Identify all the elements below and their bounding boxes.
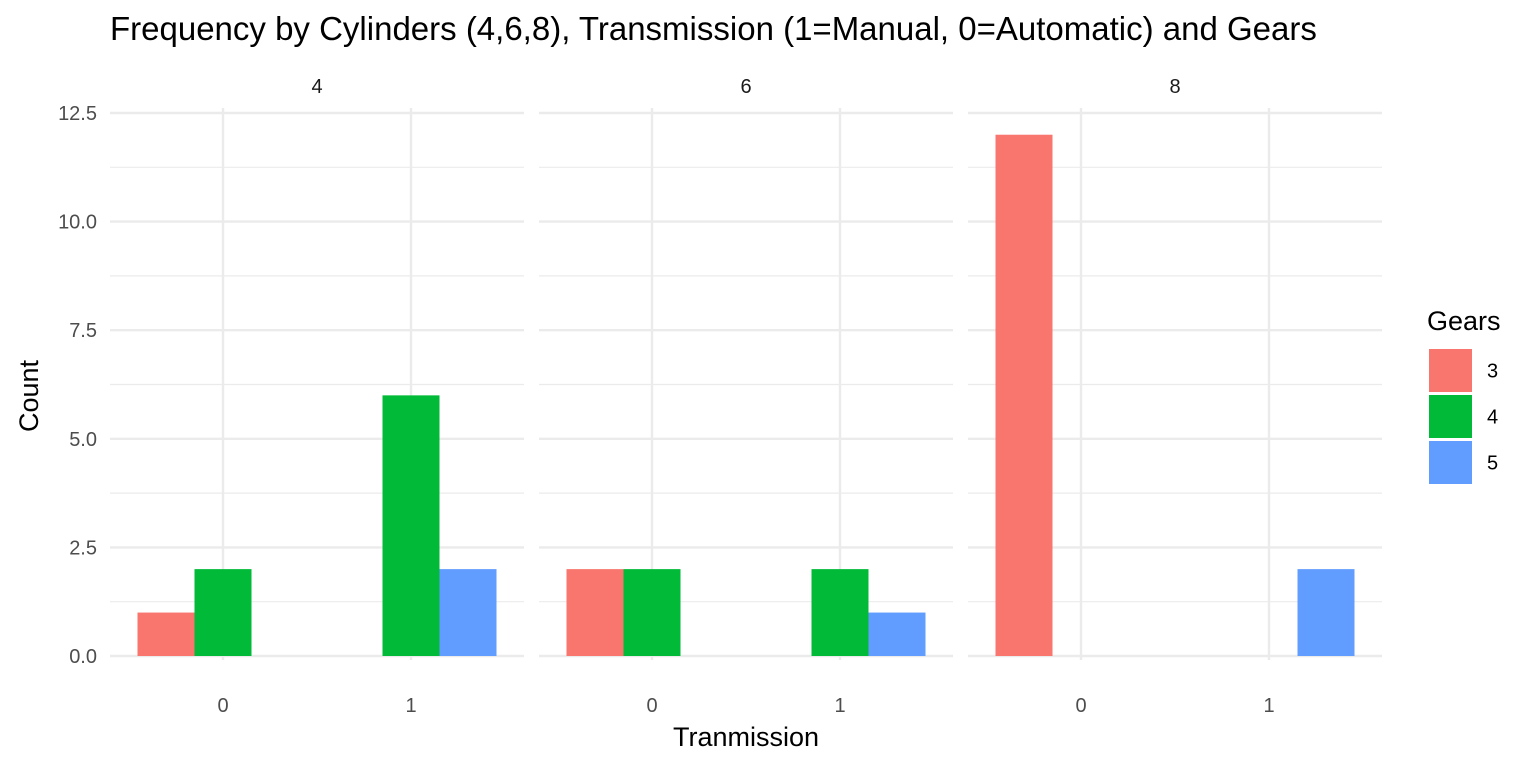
y-tick-label: 10.0 <box>58 212 97 234</box>
chart-title: Frequency by Cylinders (4,6,8), Transmis… <box>110 10 1317 47</box>
bar <box>811 569 869 656</box>
facet-panel: 8 0 1 <box>968 76 1382 717</box>
bar <box>137 612 195 656</box>
bar <box>623 569 681 656</box>
bar <box>382 395 440 656</box>
facet-strip-label: 4 <box>311 76 322 98</box>
y-tick-label: 2.5 <box>69 537 97 559</box>
legend-key <box>1429 441 1472 484</box>
bar <box>439 569 497 656</box>
facet-strip-label: 6 <box>740 76 751 98</box>
bar <box>868 612 926 656</box>
legend: Gears 3 4 5 <box>1427 306 1501 484</box>
y-axis-title: Count <box>14 359 44 432</box>
y-tick-label: 7.5 <box>69 320 97 342</box>
bar <box>995 134 1053 657</box>
facet-panel: 6 0 1 <box>539 76 953 717</box>
bar <box>194 569 252 656</box>
facet-strip-label: 8 <box>1169 76 1180 98</box>
x-tick-label: 0 <box>646 695 657 717</box>
legend-key <box>1429 349 1472 392</box>
legend-title: Gears <box>1427 306 1501 336</box>
x-tick-label: 0 <box>217 695 228 717</box>
x-tick-label: 0 <box>1075 695 1086 717</box>
x-axis-title: Tranmission <box>673 722 819 752</box>
facet-panels: 0.0 2.5 5.0 7.5 10.0 12.5 4 0 1 6 0 1 8 0 1 <box>58 76 1382 717</box>
legend-label: 4 <box>1487 407 1498 429</box>
x-tick-label: 1 <box>1263 695 1274 717</box>
legend-label: 5 <box>1487 453 1498 475</box>
legend-key <box>1429 395 1472 438</box>
y-tick-label: 5.0 <box>69 429 97 451</box>
facet-panel: 4 0 1 <box>110 76 524 717</box>
legend-label: 3 <box>1487 361 1498 383</box>
y-tick-label: 0.0 <box>69 646 97 668</box>
bar <box>566 569 624 656</box>
x-tick-label: 1 <box>834 695 845 717</box>
y-tick-label: 12.5 <box>58 103 97 125</box>
bar <box>1297 569 1355 656</box>
x-tick-label: 1 <box>405 695 416 717</box>
